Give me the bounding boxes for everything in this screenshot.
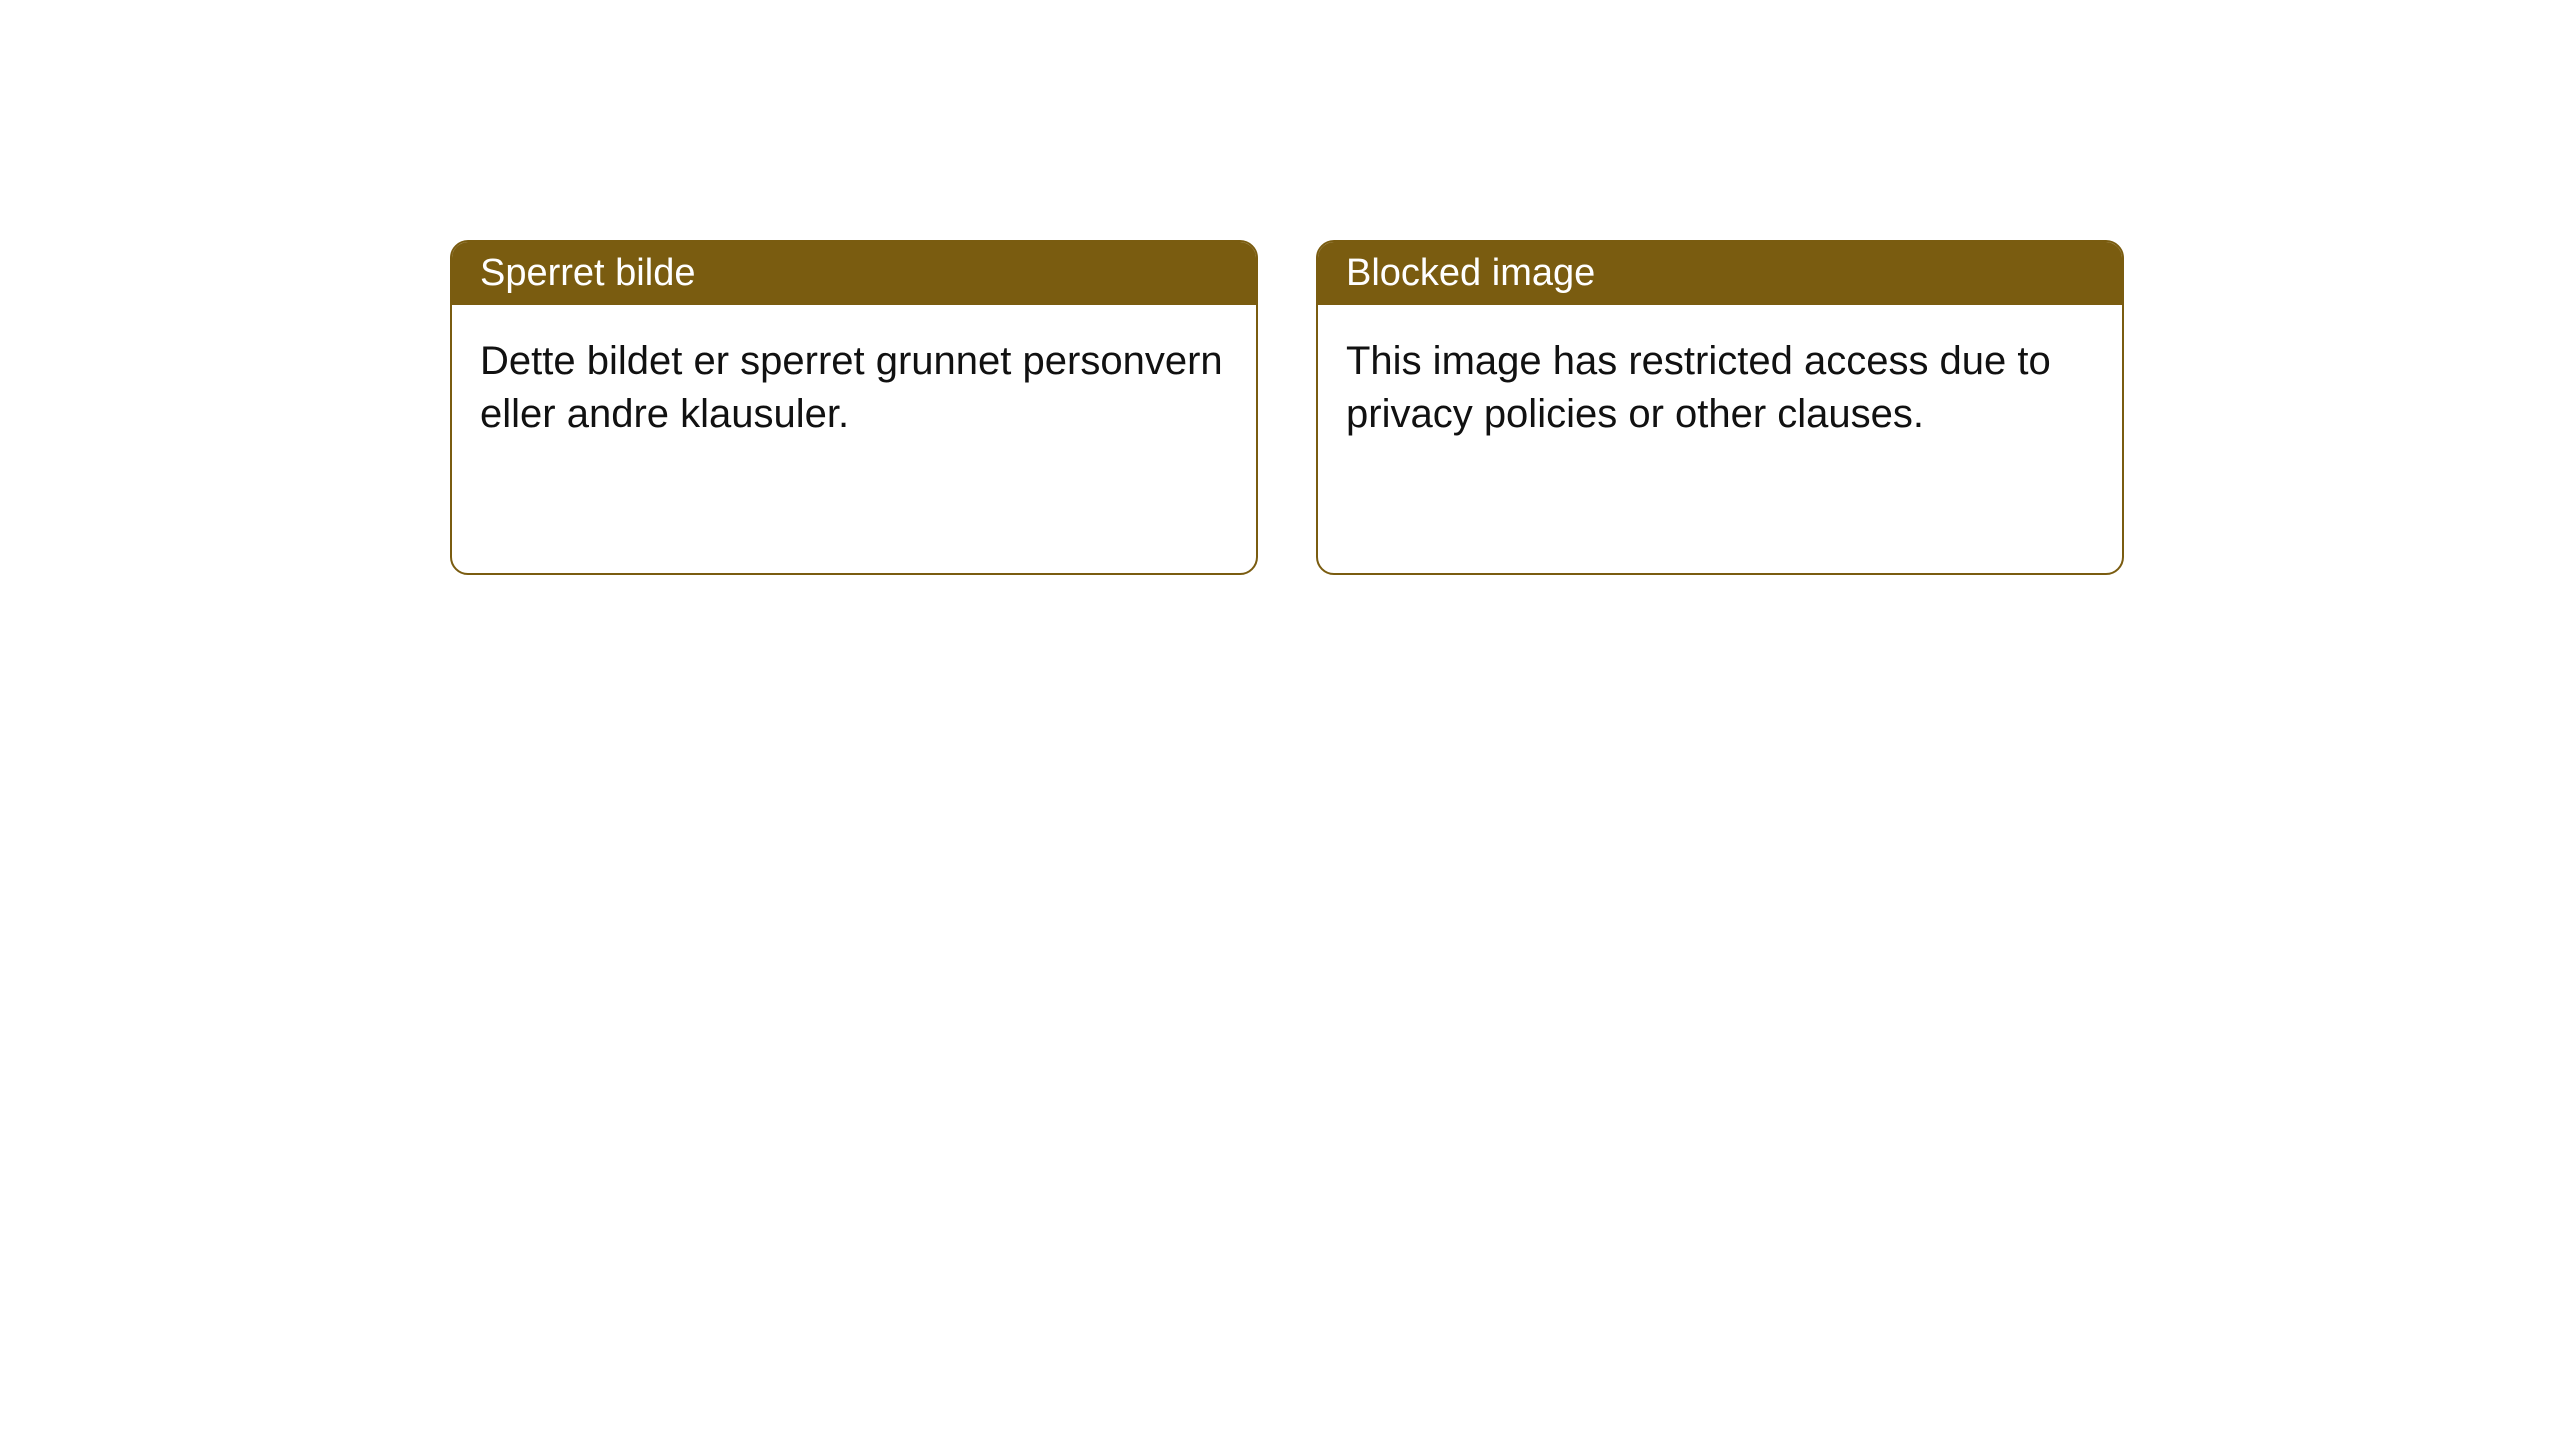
card-body: Dette bildet er sperret grunnet personve… <box>452 305 1256 573</box>
card-body-text: This image has restricted access due to … <box>1346 339 2051 436</box>
card-header: Blocked image <box>1318 242 2122 305</box>
notice-card-english: Blocked image This image has restricted … <box>1316 240 2124 575</box>
card-title: Sperret bilde <box>480 252 695 294</box>
notice-card-norwegian: Sperret bilde Dette bildet er sperret gr… <box>450 240 1258 575</box>
notice-cards-container: Sperret bilde Dette bildet er sperret gr… <box>450 240 2124 575</box>
card-body: This image has restricted access due to … <box>1318 305 2122 573</box>
card-body-text: Dette bildet er sperret grunnet personve… <box>480 339 1223 436</box>
card-header: Sperret bilde <box>452 242 1256 305</box>
card-title: Blocked image <box>1346 252 1595 294</box>
